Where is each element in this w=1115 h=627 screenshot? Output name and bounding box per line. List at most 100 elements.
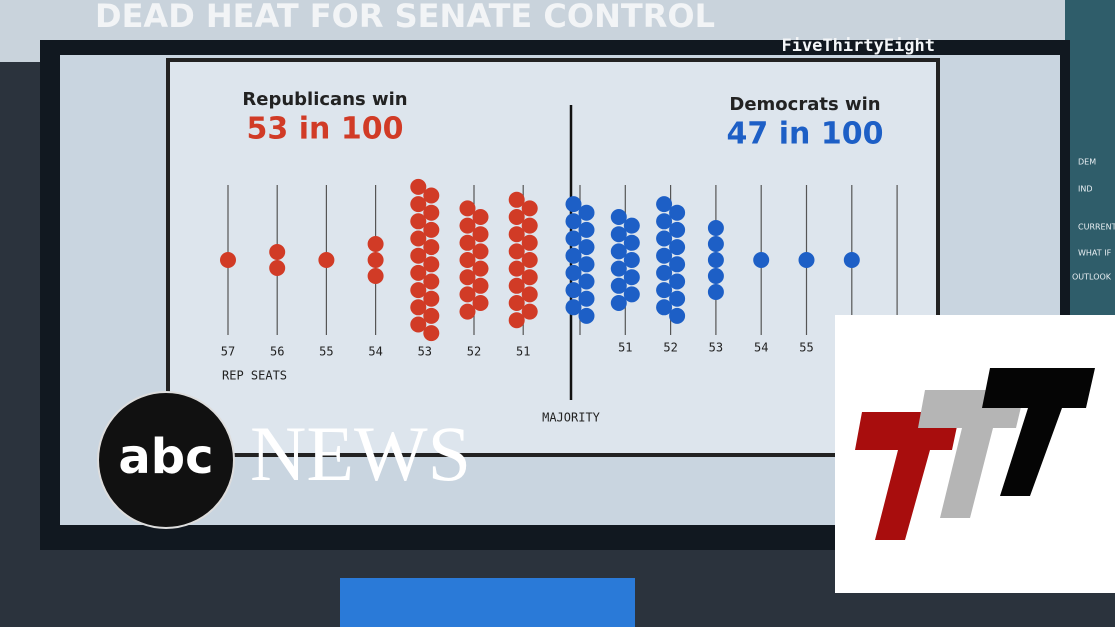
dot bbox=[578, 221, 595, 238]
x-tick-label: 55 bbox=[799, 341, 813, 355]
dot bbox=[669, 290, 686, 307]
dot bbox=[410, 213, 427, 230]
dot bbox=[565, 213, 582, 230]
dot bbox=[565, 264, 582, 281]
dot bbox=[423, 273, 440, 290]
dot bbox=[623, 286, 640, 303]
dot bbox=[410, 247, 427, 264]
dot bbox=[423, 204, 440, 221]
x-tick-label: 53 bbox=[709, 341, 723, 355]
dot bbox=[578, 204, 595, 221]
dot bbox=[843, 252, 860, 268]
x-tick-label: 52 bbox=[663, 341, 677, 355]
dot bbox=[610, 277, 627, 294]
side-label: OUTLOOK bbox=[1072, 273, 1112, 282]
abc-logo-text: abc bbox=[118, 429, 213, 485]
dot bbox=[610, 260, 627, 277]
dot bbox=[472, 243, 489, 260]
dot bbox=[410, 264, 427, 281]
dot bbox=[269, 244, 286, 260]
side-label: CURRENT bbox=[1078, 223, 1115, 232]
dot bbox=[521, 217, 538, 234]
dot bbox=[669, 204, 686, 221]
dot bbox=[578, 239, 595, 256]
dot bbox=[220, 252, 236, 268]
dot bbox=[459, 234, 476, 251]
dot bbox=[410, 282, 427, 299]
x-tick-label: 55 bbox=[319, 345, 333, 359]
dot bbox=[565, 247, 582, 264]
dot bbox=[459, 303, 476, 320]
dot bbox=[669, 307, 686, 324]
x-tick-label: 51 bbox=[618, 341, 632, 355]
ttt-logo-t bbox=[982, 368, 1095, 496]
dot bbox=[565, 282, 582, 299]
dot bbox=[565, 299, 582, 316]
dot bbox=[410, 316, 427, 333]
dot bbox=[521, 269, 538, 286]
dot bbox=[565, 196, 582, 213]
dot bbox=[521, 234, 538, 251]
dot bbox=[410, 178, 427, 195]
dot bbox=[578, 273, 595, 290]
dot bbox=[623, 234, 640, 251]
dot bbox=[508, 260, 525, 277]
abc-logo-circle bbox=[97, 391, 235, 529]
dot bbox=[472, 226, 489, 243]
dot bbox=[423, 325, 440, 342]
news-logo-text: NEWS bbox=[250, 410, 471, 497]
dot bbox=[508, 312, 525, 329]
dot bbox=[423, 256, 440, 273]
dot bbox=[707, 284, 724, 300]
x-tick-label: 52 bbox=[467, 345, 481, 359]
ttt-logo-t bbox=[855, 412, 960, 540]
dot bbox=[508, 191, 525, 208]
dot bbox=[367, 252, 384, 268]
summary: 53 in 100 bbox=[247, 112, 404, 147]
x-tick-label: 54 bbox=[754, 341, 768, 355]
dot bbox=[578, 290, 595, 307]
dot bbox=[656, 282, 673, 299]
dot bbox=[610, 226, 627, 243]
dot bbox=[508, 295, 525, 311]
dot bbox=[656, 264, 673, 281]
dot bbox=[423, 307, 440, 324]
dot bbox=[623, 269, 640, 286]
dot bbox=[367, 236, 384, 252]
dot bbox=[318, 252, 335, 268]
dot bbox=[610, 243, 627, 260]
dot bbox=[269, 260, 286, 276]
dot bbox=[423, 221, 440, 238]
dot bbox=[656, 196, 673, 213]
dot bbox=[669, 221, 686, 238]
dot bbox=[459, 200, 476, 217]
dot bbox=[410, 196, 427, 213]
legend-label: Democrats win bbox=[729, 94, 880, 115]
x-tick-label: 56 bbox=[270, 345, 284, 359]
dot bbox=[521, 252, 538, 268]
dot bbox=[707, 236, 724, 252]
dot bbox=[521, 200, 538, 217]
x-tick-label: 53 bbox=[418, 345, 432, 359]
dot bbox=[798, 252, 815, 268]
side-label: DEM bbox=[1078, 158, 1096, 167]
dot bbox=[508, 243, 525, 260]
dot bbox=[707, 268, 724, 284]
chart-title: DEAD HEAT FOR SENATE CONTROL bbox=[95, 0, 715, 35]
dot bbox=[707, 220, 724, 236]
dot bbox=[508, 277, 525, 294]
dot bbox=[459, 286, 476, 303]
dot bbox=[669, 256, 686, 273]
source: FiveThirtyEight bbox=[781, 36, 935, 56]
side-labels: DEM IND CURRENT WHAT IF OUTLOOK bbox=[1072, 158, 1115, 282]
dot bbox=[623, 217, 640, 234]
dot bbox=[508, 226, 525, 243]
x-tick-label: 51 bbox=[516, 345, 530, 359]
legend-label: Republicans win bbox=[242, 89, 407, 110]
dot bbox=[459, 252, 476, 268]
dot bbox=[610, 209, 627, 225]
ttt-logo-t bbox=[918, 390, 1025, 518]
side-panel bbox=[1065, 0, 1115, 320]
